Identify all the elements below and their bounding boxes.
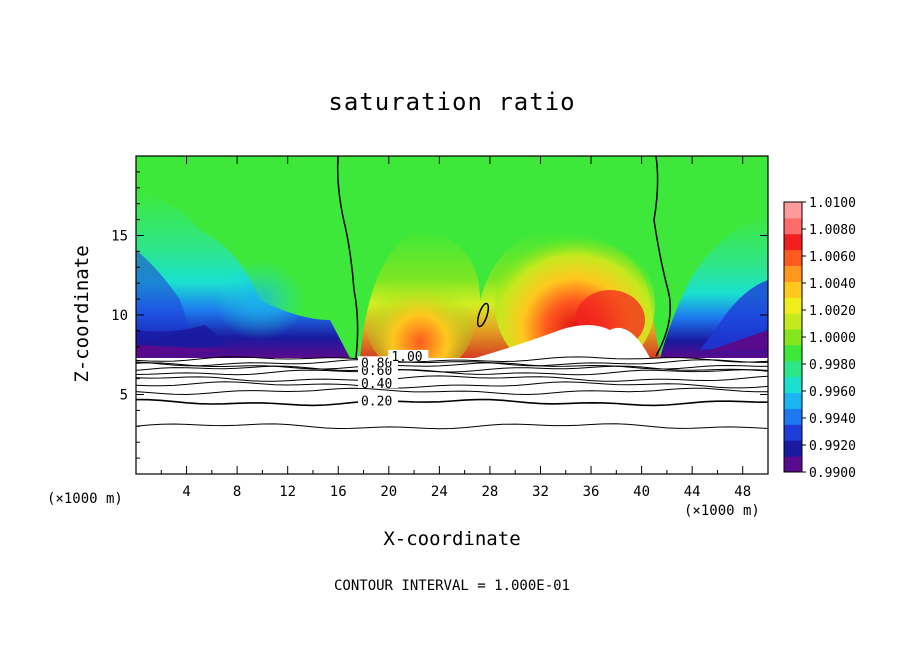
colorbar-tick-label: 0.9960 <box>809 385 856 400</box>
colorbar-tick-label: 0.9980 <box>809 358 856 373</box>
contour-label-bg <box>357 356 398 368</box>
colorbar-tick-label: 0.9940 <box>809 412 856 427</box>
y-unit-label: (×1000 m) <box>47 491 123 507</box>
x-tick-label: 28 <box>481 484 498 500</box>
contour-lines <box>135 356 769 430</box>
x-tick-label: 16 <box>330 484 347 500</box>
colorbar-tick-label: 0.9900 <box>809 466 856 481</box>
contour-label-bg <box>357 394 398 406</box>
x-tick-label: 12 <box>279 484 296 500</box>
contour-line <box>135 398 769 407</box>
colorbar-swatch <box>784 233 802 251</box>
colorbar-tick-label: 1.0000 <box>809 331 856 346</box>
y-tick-label: 5 <box>120 388 128 404</box>
colorbar-swatch <box>784 265 802 282</box>
heatmap-field <box>136 156 768 474</box>
colorbar-swatch <box>784 456 802 473</box>
colorbar-swatch <box>784 313 802 330</box>
colorbar-swatch <box>784 329 802 346</box>
x-tick-label: 40 <box>633 484 650 500</box>
x-tick-label: 4 <box>182 484 190 500</box>
colorbar-swatch <box>784 202 802 219</box>
x-ticks: 4 8 12 16 20 24 28 32 36 40 44 48 <box>160 156 751 500</box>
colorbar-swatch <box>784 408 802 425</box>
y-tick-label: 10 <box>111 308 128 324</box>
chart-title: saturation ratio <box>328 88 576 116</box>
colorbar-swatch <box>784 249 802 267</box>
contour-line <box>135 381 769 389</box>
colorbar-swatch <box>784 424 802 441</box>
contour-interval-note: CONTOUR INTERVAL = 1.000E-01 <box>333 578 570 594</box>
contour-line <box>135 362 769 370</box>
x-tick-label: 48 <box>734 484 751 500</box>
contour-label-bg <box>357 364 398 376</box>
colorbar-swatch <box>784 440 802 457</box>
x-axis-label: X-coordinate <box>383 528 521 550</box>
colorbar-swatch <box>784 392 802 409</box>
colorbar-tick-label: 1.0020 <box>809 304 856 319</box>
colorbar-tick-label: 1.0040 <box>809 277 856 292</box>
x-tick-label: 24 <box>431 484 448 500</box>
colorbar-tick-label: 1.0060 <box>809 250 856 265</box>
colorbar-swatch <box>784 217 802 235</box>
colorbar-swatch <box>784 360 802 378</box>
colorbar-swatch <box>784 376 802 394</box>
contour-label: 0.40 <box>361 377 392 392</box>
colorbar-swatch <box>784 297 802 314</box>
contour-label: 0.60 <box>361 364 392 379</box>
x-unit-label: (×1000 m) <box>684 503 760 519</box>
contour-label-bg <box>388 349 429 361</box>
contour-line <box>135 369 769 376</box>
x-tick-label: 32 <box>532 484 549 500</box>
contour-label: 0.20 <box>361 394 392 409</box>
x-tick-label: 20 <box>380 484 397 500</box>
y-tick-label: 15 <box>111 229 128 245</box>
colorbar: 1.0100 1.0080 1.0060 1.0040 1.0020 1.0000 0.99… <box>783 196 856 481</box>
colorbar-swatch <box>784 344 802 362</box>
colorbar-tick-label: 1.0080 <box>809 223 856 238</box>
contour-line <box>135 356 769 363</box>
x-tick-label: 36 <box>583 484 600 500</box>
colorbar-tick-label: 0.9920 <box>809 439 856 454</box>
contour-line <box>135 359 768 367</box>
x-tick-label: 44 <box>684 484 701 500</box>
contour-line <box>135 375 769 382</box>
contour-label: 1.00 <box>391 350 422 365</box>
contour-label-bg <box>357 376 398 388</box>
contour-line <box>135 387 769 396</box>
y-ticks: 5 10 15 <box>111 171 768 459</box>
colorbar-swatch <box>784 281 802 298</box>
contour-labels: 0.20 0.400.600.80 1.00 <box>357 349 429 409</box>
colorbar-tick-label: 1.0100 <box>809 196 856 211</box>
contour-label: 0.80 <box>361 356 392 371</box>
x-tick-label: 8 <box>233 484 241 500</box>
contour-line <box>135 423 769 430</box>
